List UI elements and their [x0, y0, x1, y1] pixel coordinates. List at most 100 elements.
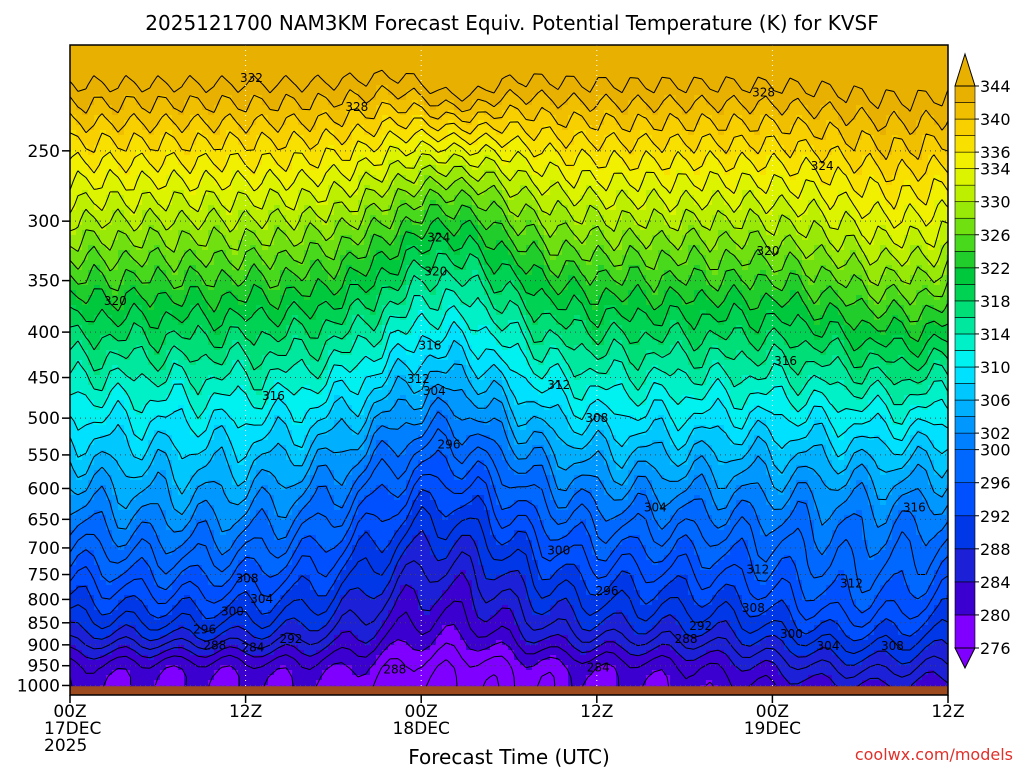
- field-cell: [754, 105, 761, 111]
- field-cell: [802, 180, 809, 186]
- field-cell: [784, 170, 791, 176]
- field-cell: [616, 140, 623, 146]
- field-cell: [106, 105, 113, 111]
- field-cell: [172, 145, 179, 151]
- field-cell: [664, 165, 671, 171]
- field-cell: [304, 45, 311, 51]
- field-cell: [94, 140, 101, 146]
- field-cell: [730, 70, 737, 76]
- field-cell: [472, 165, 479, 171]
- field-cell: [784, 120, 791, 126]
- field-cell: [874, 85, 881, 91]
- field-cell: [220, 180, 227, 186]
- field-cell: [454, 75, 461, 81]
- field-cell: [844, 195, 851, 201]
- field-cell: [94, 125, 101, 131]
- field-cell: [616, 210, 623, 216]
- field-cell: [244, 120, 251, 126]
- field-cell: [682, 140, 689, 146]
- field-cell: [640, 45, 647, 51]
- field-cell: [292, 210, 299, 216]
- field-cell: [610, 60, 617, 66]
- field-cell: [448, 205, 455, 211]
- field-cell: [742, 60, 749, 66]
- field-cell: [766, 125, 773, 131]
- field-cell: [820, 145, 827, 151]
- field-cell: [580, 80, 587, 86]
- field-cell: [328, 90, 335, 96]
- field-cell: [922, 85, 929, 91]
- field-cell: [496, 55, 503, 61]
- field-cell: [100, 175, 107, 181]
- field-cell: [490, 70, 497, 76]
- field-cell: [370, 70, 377, 76]
- field-cell: [910, 180, 917, 186]
- field-cell: [628, 65, 635, 71]
- field-cell: [298, 155, 305, 161]
- field-cell: [274, 85, 281, 91]
- field-cell: [850, 65, 857, 71]
- field-cell: [154, 120, 161, 126]
- field-cell: [436, 75, 443, 81]
- field-cell: [244, 50, 251, 56]
- field-cell: [442, 75, 449, 81]
- field-cell: [196, 190, 203, 196]
- field-cell: [70, 120, 77, 126]
- field-cell: [418, 205, 425, 211]
- field-cell: [850, 145, 857, 151]
- field-cell: [628, 170, 635, 176]
- field-cell: [100, 200, 107, 206]
- field-cell: [130, 105, 137, 111]
- field-cell: [748, 115, 755, 121]
- field-cell: [868, 50, 875, 56]
- field-cell: [454, 155, 461, 161]
- field-cell: [502, 180, 509, 186]
- field-cell: [676, 200, 683, 206]
- field-cell: [844, 100, 851, 106]
- field-cell: [664, 130, 671, 136]
- field-cell: [616, 90, 623, 96]
- field-cell: [928, 80, 935, 86]
- field-cell: [106, 65, 113, 71]
- field-cell: [148, 150, 155, 156]
- field-cell: [184, 210, 191, 216]
- field-cell: [904, 165, 911, 171]
- field-cell: [526, 45, 533, 51]
- field-cell: [190, 75, 197, 81]
- field-cell: [556, 140, 563, 146]
- field-cell: [604, 165, 611, 171]
- field-cell: [418, 75, 425, 81]
- field-cell: [784, 75, 791, 81]
- field-cell: [340, 135, 347, 141]
- field-cell: [370, 200, 377, 206]
- field-cell: [694, 60, 701, 66]
- field-cell: [790, 65, 797, 71]
- field-cell: [934, 125, 941, 131]
- field-cell: [628, 115, 635, 121]
- field-cell: [262, 155, 269, 161]
- field-cell: [112, 100, 119, 106]
- field-cell: [892, 130, 899, 136]
- field-cell: [772, 90, 779, 96]
- field-cell: [124, 150, 131, 156]
- field-cell: [244, 75, 251, 81]
- field-cell: [136, 130, 143, 136]
- field-cell: [826, 115, 833, 121]
- field-cell: [610, 175, 617, 181]
- field-cell: [106, 45, 113, 51]
- field-cell: [694, 170, 701, 176]
- field-cell: [430, 210, 437, 216]
- field-cell: [664, 70, 671, 76]
- field-cell: [76, 150, 83, 156]
- field-cell: [436, 90, 443, 96]
- field-cell: [820, 45, 827, 51]
- field-cell: [400, 105, 407, 111]
- field-cell: [334, 190, 341, 196]
- field-cell: [484, 50, 491, 56]
- field-cell: [628, 145, 635, 151]
- field-cell: [910, 45, 917, 51]
- field-cell: [112, 165, 119, 171]
- field-cell: [628, 205, 635, 211]
- field-cell: [508, 55, 515, 61]
- field-cell: [544, 75, 551, 81]
